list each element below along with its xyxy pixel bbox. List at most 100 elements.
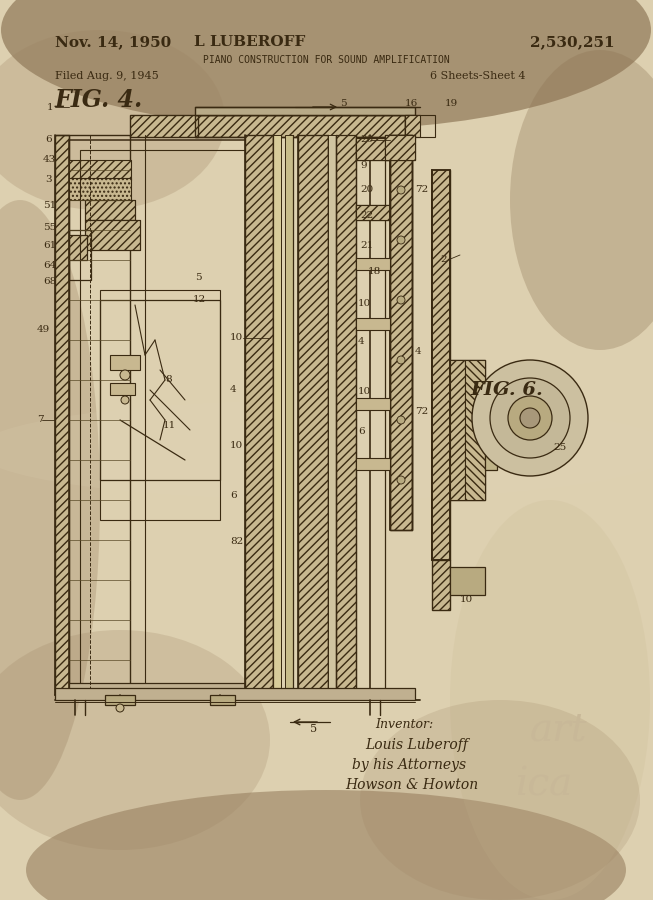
Text: 12: 12 — [193, 295, 206, 304]
Circle shape — [397, 236, 405, 244]
Text: 61: 61 — [43, 241, 56, 250]
Circle shape — [121, 396, 129, 404]
Text: 4: 4 — [415, 347, 422, 356]
Text: PIANO CONSTRUCTION FOR SOUND AMPLIFICATION: PIANO CONSTRUCTION FOR SOUND AMPLIFICATI… — [202, 55, 449, 65]
Bar — [69, 140, 265, 695]
Circle shape — [472, 360, 588, 476]
Text: 72: 72 — [415, 408, 428, 417]
Text: 22: 22 — [360, 211, 374, 220]
Bar — [432, 170, 450, 560]
Circle shape — [397, 476, 405, 484]
Bar — [195, 115, 405, 137]
Text: FIG. 4.: FIG. 4. — [55, 88, 143, 112]
Text: 10: 10 — [230, 440, 244, 449]
Text: 43: 43 — [43, 156, 56, 165]
Text: Filed Aug. 9, 1945: Filed Aug. 9, 1945 — [55, 71, 159, 81]
Bar — [110, 383, 135, 395]
Circle shape — [520, 408, 540, 428]
Text: 3: 3 — [45, 176, 52, 184]
Ellipse shape — [1, 0, 651, 130]
Circle shape — [490, 378, 570, 458]
Bar — [450, 567, 485, 595]
Circle shape — [397, 356, 405, 364]
Bar — [69, 178, 131, 200]
Ellipse shape — [510, 50, 653, 350]
Text: 16: 16 — [405, 98, 419, 107]
Bar — [390, 135, 412, 530]
Bar — [195, 115, 405, 137]
Text: 5: 5 — [340, 98, 347, 107]
Bar — [390, 135, 412, 530]
Circle shape — [397, 416, 405, 424]
Bar — [80, 150, 265, 685]
Text: Inventor:: Inventor: — [375, 718, 433, 732]
Text: 18: 18 — [368, 267, 381, 276]
Bar — [69, 160, 131, 180]
Text: 20: 20 — [360, 185, 374, 194]
Text: 20: 20 — [360, 136, 374, 145]
Bar — [328, 135, 336, 690]
Circle shape — [397, 296, 405, 304]
Bar — [385, 135, 415, 160]
Text: 5: 5 — [310, 724, 317, 734]
Bar — [210, 695, 235, 705]
Text: 10: 10 — [460, 596, 473, 605]
Bar — [105, 695, 135, 705]
Text: by his Attorneys: by his Attorneys — [352, 758, 466, 772]
Bar — [356, 258, 390, 270]
Ellipse shape — [0, 400, 653, 500]
Text: 5: 5 — [195, 274, 202, 283]
Text: FIG. 6.: FIG. 6. — [470, 381, 543, 399]
Text: 82: 82 — [230, 537, 244, 546]
Bar — [85, 200, 135, 220]
Bar — [405, 115, 435, 137]
Circle shape — [120, 370, 130, 380]
Bar — [465, 360, 485, 500]
Bar — [273, 135, 281, 690]
Bar — [110, 355, 140, 370]
Bar — [485, 390, 497, 470]
Text: ica: ica — [515, 767, 572, 804]
Bar — [69, 235, 87, 260]
Text: 4: 4 — [230, 385, 236, 394]
Bar — [285, 135, 293, 690]
Bar — [55, 135, 69, 695]
Bar — [432, 170, 450, 560]
Text: 72: 72 — [415, 185, 428, 194]
Text: 2,530,251: 2,530,251 — [530, 35, 614, 49]
Bar — [85, 200, 135, 220]
Text: 25: 25 — [553, 444, 566, 453]
Text: 2: 2 — [440, 256, 447, 265]
Bar — [356, 138, 411, 160]
Text: 19: 19 — [445, 98, 458, 107]
Circle shape — [508, 396, 552, 440]
Bar — [298, 135, 328, 690]
Bar — [100, 290, 220, 520]
Bar — [450, 360, 485, 500]
Bar — [432, 560, 450, 610]
Ellipse shape — [450, 500, 650, 900]
Text: 49: 49 — [37, 326, 50, 335]
Text: 51: 51 — [43, 201, 56, 210]
Bar — [195, 107, 415, 115]
Text: art: art — [530, 712, 588, 749]
Ellipse shape — [0, 30, 225, 210]
Bar — [69, 230, 91, 280]
Bar — [69, 683, 265, 695]
Text: 6 Sheets-Sheet 4: 6 Sheets-Sheet 4 — [430, 71, 526, 81]
Text: 10: 10 — [358, 299, 372, 308]
Circle shape — [397, 186, 405, 194]
Bar — [356, 205, 411, 220]
Text: Louis Luberoff: Louis Luberoff — [365, 738, 468, 752]
Text: 1: 1 — [47, 103, 54, 112]
Text: 6: 6 — [45, 136, 52, 145]
Bar — [55, 688, 415, 700]
Text: 9: 9 — [360, 160, 366, 169]
Bar — [336, 135, 356, 690]
Text: L LUBEROFF: L LUBEROFF — [195, 35, 306, 49]
Text: 4: 4 — [358, 338, 364, 346]
Text: 21: 21 — [360, 240, 374, 249]
Text: 68: 68 — [43, 277, 56, 286]
Bar — [356, 458, 390, 470]
Text: 6: 6 — [230, 491, 236, 500]
